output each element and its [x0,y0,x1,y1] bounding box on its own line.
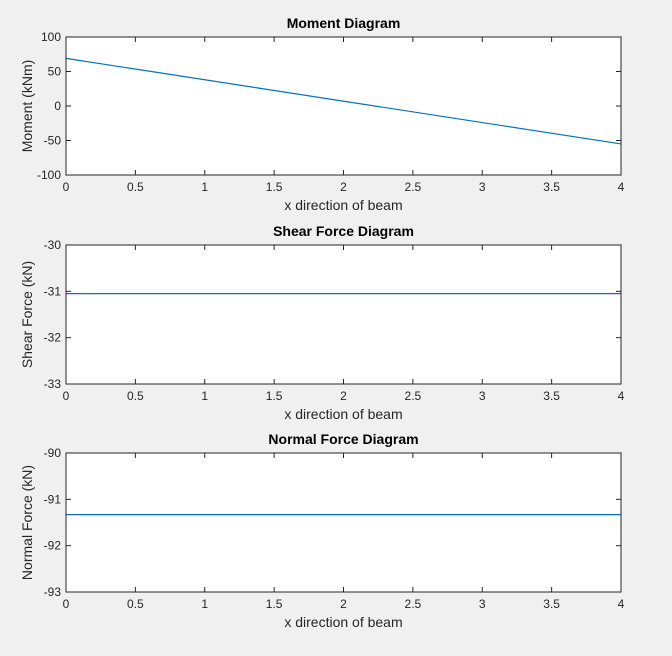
moment-chart: 0 0.5 1 1.5 2 2.5 3 3.5 4 100 50 0 -50 -100 Moment Dia… [19,15,625,213]
shear-x-tick-label: 1.5 [266,389,283,403]
shear-y-tick-label: -32 [44,331,62,345]
moment-x-tick-label: 3.5 [543,180,560,194]
normal-y-tick-label: -93 [44,585,62,599]
normal-x-tick-label: 3 [479,597,486,611]
normal-plot-area [66,453,621,592]
moment-x-tick-label: 4 [618,180,625,194]
moment-y-tick-label: 50 [48,65,62,79]
shear-x-tick-label: 3.5 [543,389,560,403]
normal-chart: 0 0.5 1 1.5 2 2.5 3 3.5 4 -90 -91 -92 -93 Normal Forc… [19,431,625,630]
normal-x-tick-label: 4 [618,597,625,611]
moment-y-axis-label: Moment (kNm) [19,60,35,153]
normal-x-tick-label: 1.5 [266,597,283,611]
moment-x-tick-label: 2 [340,180,347,194]
moment-y-tick-label: -50 [44,134,62,148]
normal-chart-title: Normal Force Diagram [268,431,418,447]
shear-chart-title: Shear Force Diagram [273,223,414,239]
shear-y-axis-label: Shear Force (kN) [19,261,35,368]
moment-y-tick-label: 100 [41,30,61,44]
shear-plot-area [66,245,621,384]
moment-x-tick-label: 1 [201,180,208,194]
shear-x-tick-label: 2.5 [405,389,422,403]
moment-x-tick-label: 0.5 [127,180,144,194]
normal-y-tick-label: -90 [44,446,62,460]
moment-x-axis-label: x direction of beam [284,197,402,213]
shear-y-tick-label: -31 [44,284,62,298]
normal-y-tick-label: -92 [44,539,62,553]
moment-x-tick-label: 0 [63,180,70,194]
moment-series-line [65,57,622,145]
normal-axes-frame [65,452,622,593]
moment-y-tick-label: 0 [54,99,61,113]
moment-plot-area [66,37,621,175]
moment-chart-title: Moment Diagram [287,15,401,31]
moment-x-tick-label: 2.5 [405,180,422,194]
shear-axes-frame [65,244,622,385]
moment-axes-frame [65,36,622,176]
shear-chart: 0 0.5 1 1.5 2 2.5 3 3.5 4 -30 -31 -32 -33 Shear Force… [19,223,625,422]
normal-x-tick-label: 2 [340,597,347,611]
normal-x-tick-label: 0.5 [127,597,144,611]
normal-x-tick-label: 1 [201,597,208,611]
moment-y-tick-label: -100 [37,168,61,182]
shear-x-axis-label: x direction of beam [284,406,402,422]
moment-x-tick-label: 1.5 [266,180,283,194]
shear-x-tick-label: 4 [618,389,625,403]
shear-x-tick-label: 3 [479,389,486,403]
shear-x-tick-label: 1 [201,389,208,403]
normal-x-tick-label: 0 [63,597,70,611]
shear-x-tick-label: 0.5 [127,389,144,403]
normal-y-tick-label: -91 [44,492,62,506]
normal-y-axis-label: Normal Force (kN) [19,465,35,580]
normal-x-axis-label: x direction of beam [284,614,402,630]
moment-x-tick-label: 3 [479,180,486,194]
normal-x-tick-label: 3.5 [543,597,560,611]
shear-y-tick-label: -30 [44,238,62,252]
shear-x-tick-label: 0 [63,389,70,403]
shear-y-tick-label: -33 [44,377,62,391]
shear-x-tick-label: 2 [340,389,347,403]
normal-x-tick-label: 2.5 [405,597,422,611]
